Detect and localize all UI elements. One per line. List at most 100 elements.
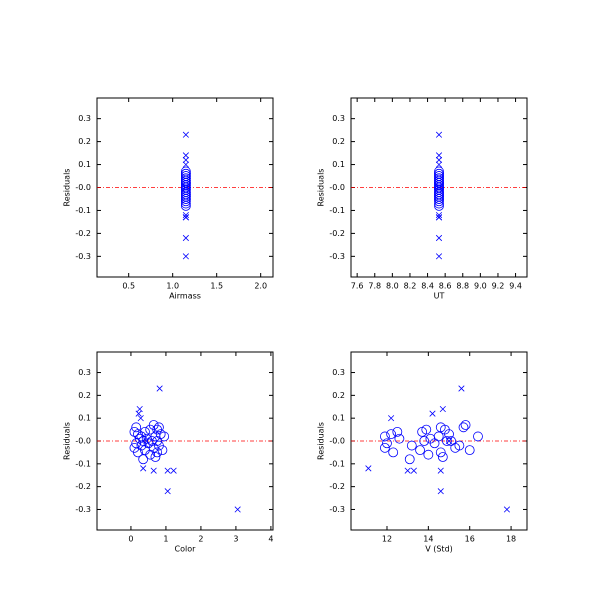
y-tick-label: 0.2 — [332, 137, 345, 146]
circle-marker — [388, 447, 399, 458]
cross-marker — [437, 467, 444, 474]
cross-marker — [136, 405, 143, 413]
cross-marker — [164, 467, 171, 474]
cross-marker — [137, 415, 144, 422]
y-tick-label: -0.2 — [329, 482, 345, 491]
x-tick-label: 3 — [233, 535, 238, 544]
x-tick-label: 4 — [268, 535, 273, 544]
cross-marker — [365, 465, 372, 472]
circle-marker — [434, 198, 444, 209]
y-tick-label: 0.3 — [332, 114, 345, 123]
cross-marker — [435, 131, 443, 138]
cross-marker — [182, 161, 189, 168]
circle-marker — [434, 194, 444, 204]
cross-marker — [135, 410, 142, 417]
x-axis-label: Color — [175, 545, 197, 554]
y-tick-label: -0.0 — [75, 183, 91, 192]
circle-marker — [433, 431, 444, 442]
x-tick-label: 0 — [128, 535, 133, 544]
circle-marker — [434, 200, 444, 211]
circle-marker — [180, 200, 191, 211]
x-tick-label: 16 — [465, 535, 475, 544]
circle-marker — [434, 196, 444, 207]
y-tick-label: -0.2 — [75, 229, 91, 238]
panel: -0.3 -0.2 -0.1 -0.0 0.1 0.2 0.3 0.5 1.0 1.5 2.0 Air… — [63, 97, 274, 301]
y-tick-label: 0.2 — [332, 391, 345, 400]
cross-marker — [182, 156, 189, 164]
circle-marker — [180, 196, 191, 207]
circle-marker — [129, 426, 140, 437]
circle-marker — [429, 438, 440, 449]
y-tick-label: 0.1 — [332, 414, 345, 423]
circle-marker — [147, 436, 157, 446]
circle-marker — [419, 436, 430, 446]
circle-marker — [406, 440, 417, 451]
y-axis-label: Residuals — [63, 169, 72, 207]
circle-marker — [180, 194, 191, 204]
circle-marker — [450, 442, 461, 453]
y-axis-label: Residuals — [317, 169, 326, 207]
x-tick-label: 7.6 — [351, 282, 364, 291]
y-tick-label: 0.2 — [78, 137, 91, 146]
circle-marker — [437, 452, 448, 462]
circle-marker — [464, 445, 475, 456]
cross-marker — [388, 415, 395, 422]
cross-marker — [435, 234, 443, 242]
x-tick-label: 1.5 — [210, 282, 223, 291]
cross-marker — [435, 156, 443, 164]
cross-marker — [182, 253, 189, 260]
cross-marker — [164, 488, 171, 495]
x-tick-label: 9.0 — [474, 282, 487, 291]
panel: -0.3 -0.2 -0.1 -0.0 0.1 0.2 0.3 7.6 7.8 8.0 8.2 8.4… — [317, 97, 528, 301]
cross-marker — [435, 211, 443, 219]
cross-marker — [503, 506, 511, 513]
x-tick-label: 8.8 — [456, 282, 469, 291]
cross-marker — [435, 253, 443, 260]
circle-marker — [423, 449, 434, 460]
x-tick-label: 1.0 — [166, 282, 179, 291]
circle-marker — [180, 198, 191, 209]
circle-marker — [458, 422, 469, 433]
y-tick-label: -0.3 — [329, 505, 345, 514]
circle-marker — [404, 454, 415, 465]
circle-marker — [152, 447, 163, 458]
y-tick-label: -0.1 — [75, 206, 91, 215]
y-tick-label: 0.3 — [78, 368, 91, 377]
x-tick-label: 12 — [382, 535, 392, 544]
circle-marker — [133, 429, 143, 440]
circle-marker — [415, 445, 425, 456]
cross-marker — [234, 506, 241, 513]
x-axis-label: V (Std) — [425, 545, 453, 554]
x-tick-label: 14 — [423, 535, 433, 544]
circle-marker — [435, 447, 446, 458]
cross-marker — [156, 385, 163, 392]
cross-marker — [437, 488, 444, 495]
cross-marker — [170, 467, 177, 474]
circle-marker — [154, 422, 164, 433]
y-tick-label: 0.1 — [78, 160, 91, 169]
y-tick-label: -0.0 — [329, 437, 345, 446]
cross-marker — [182, 211, 189, 219]
circle-marker — [138, 454, 149, 465]
y-tick-label: -0.3 — [75, 252, 91, 261]
cross-marker — [435, 161, 443, 168]
y-axis-label: Residuals — [63, 422, 72, 460]
circle-marker — [141, 433, 152, 444]
circle-marker — [380, 442, 390, 453]
panel: -0.3 -0.2 -0.1 -0.0 0.1 0.2 0.3 12 14 16 18 V (Std)… — [317, 351, 528, 554]
y-tick-label: -0.1 — [329, 459, 345, 468]
x-tick-label: 8.2 — [404, 282, 417, 291]
circle-marker — [131, 422, 142, 433]
cross-marker — [140, 465, 147, 472]
x-tick-label: 0.5 — [122, 282, 135, 291]
circle-marker — [460, 420, 471, 430]
circle-marker — [380, 431, 390, 442]
x-tick-label: 18 — [506, 535, 516, 544]
y-tick-label: -0.2 — [329, 229, 345, 238]
circle-marker — [145, 449, 156, 460]
x-tick-label: 2.0 — [254, 282, 267, 291]
cross-marker — [150, 467, 157, 474]
y-tick-label: 0.3 — [332, 368, 345, 377]
x-tick-label: 8.6 — [439, 282, 452, 291]
cross-marker — [458, 385, 465, 392]
